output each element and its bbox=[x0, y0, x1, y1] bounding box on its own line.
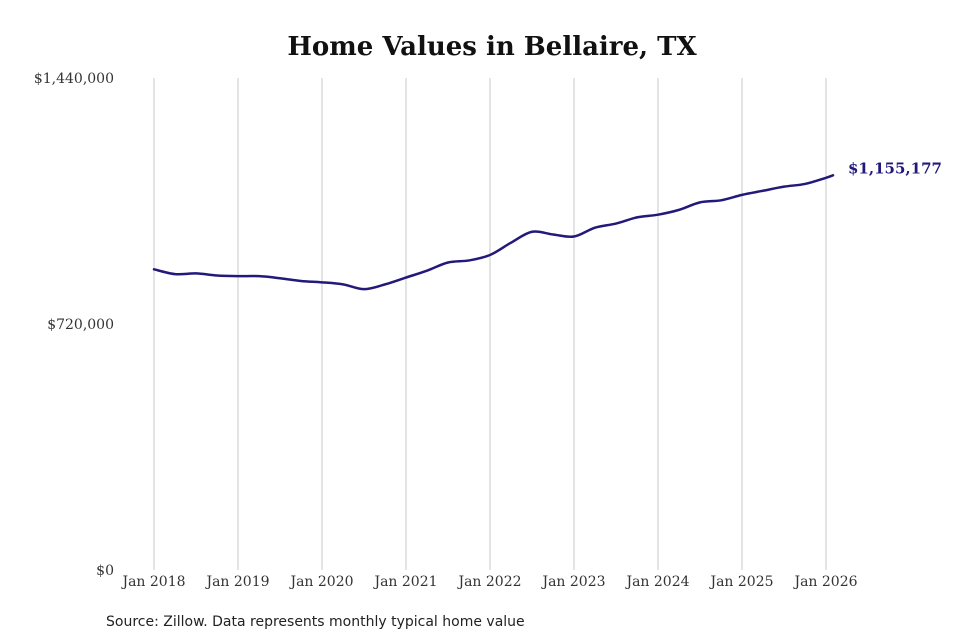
x-tick-label: Jan 2026 bbox=[792, 574, 857, 590]
series-layer: $1,155,177 bbox=[152, 159, 942, 291]
x-tick-label: Jan 2021 bbox=[372, 574, 437, 590]
y-axis-ticks: $0 $720,000 $1,440,000 bbox=[34, 71, 114, 579]
source-note: Source: Zillow. Data represents monthly … bbox=[106, 614, 525, 630]
x-tick-label: Jan 2020 bbox=[288, 574, 353, 590]
chart-title: Home Values in Bellaire, TX bbox=[287, 32, 697, 62]
y-tick-label: $1,440,000 bbox=[34, 71, 114, 87]
x-tick-label: Jan 2019 bbox=[204, 574, 269, 590]
x-tick-label: Jan 2023 bbox=[540, 574, 605, 590]
x-tick-label: Jan 2025 bbox=[708, 574, 773, 590]
x-tick-label: Jan 2024 bbox=[624, 574, 689, 590]
x-tick-label: Jan 2018 bbox=[120, 574, 185, 590]
series-line bbox=[152, 174, 835, 291]
y-tick-label: $0 bbox=[96, 563, 114, 579]
end-value-label: $1,155,177 bbox=[848, 159, 942, 177]
y-tick-label: $720,000 bbox=[47, 317, 114, 333]
x-axis-ticks: Jan 2018 Jan 2019 Jan 2020 Jan 2021 Jan 2022… bbox=[120, 574, 857, 590]
grid-lines bbox=[153, 78, 827, 570]
x-tick-label: Jan 2022 bbox=[456, 574, 521, 590]
